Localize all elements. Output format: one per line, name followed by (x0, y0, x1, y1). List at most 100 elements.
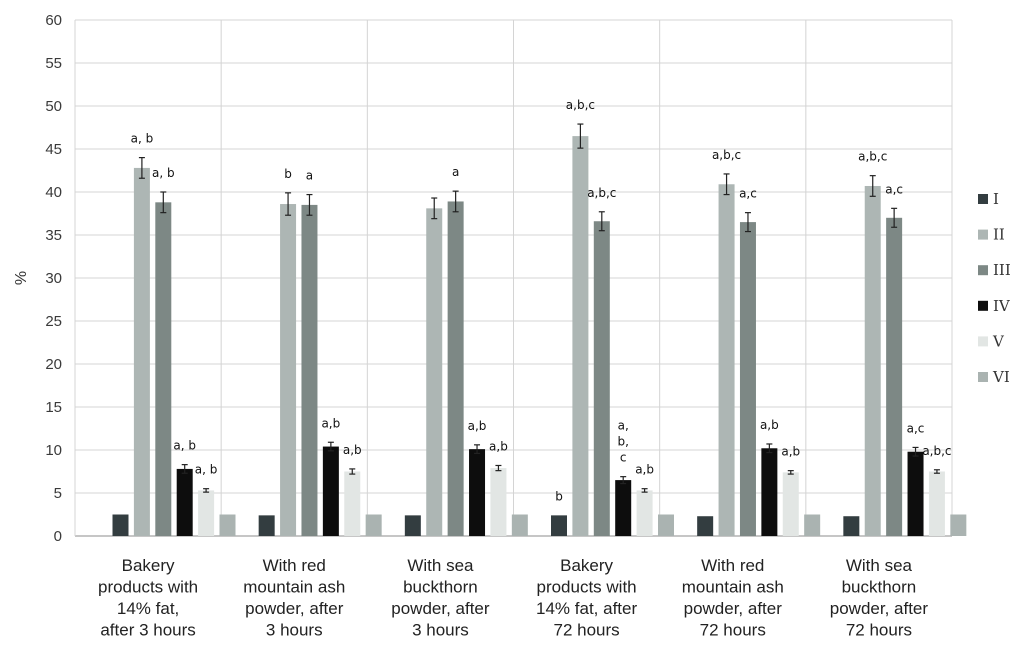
y-tick-label: 45 (45, 141, 62, 158)
significance-label-line: a (452, 165, 459, 179)
x-category-label-line: powder, after (830, 599, 929, 618)
x-category-label-line: Bakery (122, 556, 175, 575)
bar (782, 472, 799, 536)
significance-label-line: c (620, 451, 627, 465)
bar (322, 446, 339, 536)
y-tick-label: 30 (45, 270, 62, 287)
significance-label-line: a, b (152, 166, 175, 180)
legend-swatch (978, 372, 988, 382)
x-category-label-line: 14% fat, (117, 599, 179, 618)
bar (658, 514, 674, 536)
significance-label: a,b (321, 416, 340, 430)
y-tick-label: 50 (45, 98, 62, 115)
x-category-label: With sea buckthorn powder, after 72 hours (830, 556, 929, 640)
x-category-label-line: powder, after (245, 599, 344, 618)
significance-label-line: a, (618, 419, 629, 433)
y-tick-label: 5 (54, 485, 62, 502)
legend-swatch (978, 265, 988, 276)
significance-label: a,b,c (712, 148, 741, 162)
x-category-label-line: buckthorn (842, 578, 917, 597)
significance-label: b (555, 489, 563, 503)
significance-label-line: a,c (885, 182, 903, 196)
x-category-label-line: powder, after (391, 599, 490, 618)
bar (572, 136, 589, 536)
x-category-label-line: Bakery (560, 556, 613, 575)
bar (426, 208, 443, 536)
legend-swatch (978, 229, 988, 240)
y-tick-label: 10 (45, 442, 62, 459)
significance-label-line: a, b (195, 463, 218, 477)
legend-label: IV (993, 297, 1011, 315)
x-category-label-line: With red (701, 556, 764, 575)
bar (843, 516, 860, 536)
legend-swatch (978, 336, 988, 347)
significance-label: a,b (489, 439, 508, 453)
bar (864, 185, 881, 537)
significance-label: a (306, 169, 313, 183)
significance-label: a (452, 165, 459, 179)
bar (447, 201, 464, 536)
x-category-label-line: 3 hours (266, 621, 323, 640)
significance-label-line: a,b,c (712, 148, 741, 162)
significance-label-line: a (306, 169, 313, 183)
bar (511, 514, 528, 536)
x-category-label-line: 72 hours (700, 621, 766, 640)
significance-label-line: a,b,c (858, 150, 887, 164)
legend-swatch (978, 194, 988, 204)
y-tick-label: 0 (54, 528, 62, 545)
significance-label: a,b (760, 418, 779, 432)
bar (907, 451, 924, 536)
significance-label-line: a,b,c (587, 186, 616, 200)
x-category-label-line: products with (98, 578, 198, 597)
significance-label-line: a,b (468, 419, 487, 433)
significance-label-line: a,b,c (566, 98, 595, 112)
bar (404, 515, 421, 536)
x-category-label: With sea buckthorn powder, after 3 hours (391, 556, 490, 640)
x-category-label-line: 72 hours (553, 621, 619, 640)
y-tick-label: 25 (45, 313, 62, 330)
legend-label: III (993, 261, 1011, 279)
x-category-label: With red mountain ash powder, after 3 hours (243, 556, 345, 640)
significance-label-line: b, (617, 435, 628, 449)
axes: 0 5 10 15 20 25 30 35 40 45 50 55 60 Bakery products w… (45, 12, 928, 640)
bars (112, 123, 967, 537)
y-tick-label: 60 (45, 12, 62, 29)
significance-label-line: a,b (760, 418, 779, 432)
legend-swatch (978, 300, 988, 311)
legend-label: VI (992, 368, 1010, 386)
bar (365, 514, 382, 536)
significance-label: a,c (907, 421, 925, 435)
significance-label-line: a,b,c (922, 444, 951, 458)
significance-label-line: a,c (739, 187, 757, 201)
significance-label: a,b,c (922, 444, 951, 458)
bar (112, 514, 129, 536)
bar (950, 514, 967, 536)
y-tick-label: 20 (45, 356, 62, 373)
bar (761, 448, 778, 536)
significance-label-line: a,b (489, 439, 508, 453)
legend-label: II (993, 226, 1005, 244)
significance-label: b (284, 167, 292, 181)
significance-label: a,b (635, 463, 654, 477)
y-tick-label: 55 (45, 55, 62, 72)
bar (301, 204, 318, 536)
significance-label-line: a,b (343, 443, 362, 457)
significance-label-line: a,b (321, 416, 340, 430)
bar (804, 514, 821, 536)
bar (636, 490, 653, 536)
x-category-label-line: products with (536, 578, 636, 597)
significance-label: a, b, c (617, 419, 628, 465)
bar (469, 449, 486, 536)
significance-label: a,b,c (587, 186, 616, 200)
significance-label: a, b (195, 463, 218, 477)
x-category-label-line: after 3 hours (100, 621, 195, 640)
bar (928, 471, 945, 536)
grid-lines (74, 19, 953, 537)
significance-label: a,c (739, 187, 757, 201)
significance-label: a,b,c (566, 98, 595, 112)
y-tick-label: 35 (45, 227, 62, 244)
bar (133, 167, 150, 537)
bar (219, 514, 236, 536)
x-category-label-line: With red (263, 556, 326, 575)
